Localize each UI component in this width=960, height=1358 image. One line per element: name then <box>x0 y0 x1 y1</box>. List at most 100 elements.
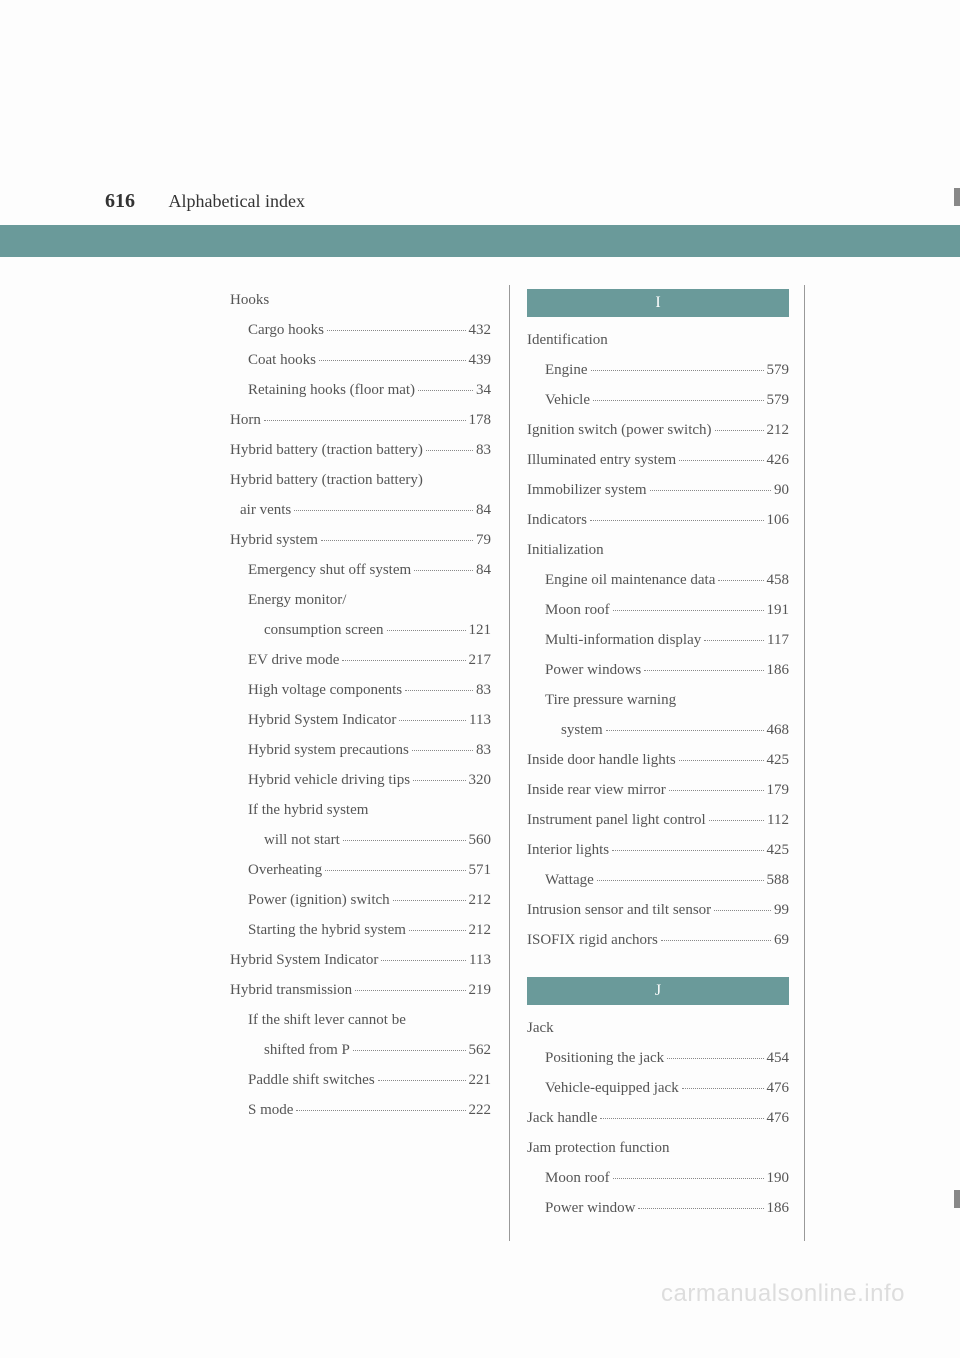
entry-page: 579 <box>767 355 790 385</box>
entry-dots <box>327 330 466 331</box>
index-entry: Hybrid system precautions 83 <box>230 735 491 765</box>
index-entry: Energy monitor/ <box>230 585 491 615</box>
entry-page: 84 <box>476 555 491 585</box>
index-entry: Vehicle-equipped jack476 <box>527 1073 789 1103</box>
index-entry: Jack <box>527 1013 789 1043</box>
entry-page: 560 <box>469 825 492 855</box>
entry-page: 117 <box>767 625 789 655</box>
entry-page: 90 <box>774 475 789 505</box>
entry-page: 179 <box>767 775 790 805</box>
entry-page: 83 <box>476 735 491 765</box>
entry-label: Hybrid system precautions <box>248 735 409 765</box>
entry-label: Hybrid System Indicator <box>248 705 396 735</box>
entry-label: Power windows <box>545 655 641 685</box>
index-entry: Inside door handle lights425 <box>527 745 789 775</box>
entry-page: 178 <box>469 405 492 435</box>
entry-dots <box>393 900 466 901</box>
entry-dots <box>704 640 764 641</box>
index-entry: Jam protection function <box>527 1133 789 1163</box>
entry-dots <box>414 570 473 571</box>
entry-dots <box>296 1110 465 1111</box>
entry-dots <box>600 1118 763 1119</box>
left-column: HooksCargo hooks432Coat hooks439Retainin… <box>220 285 510 1241</box>
page-header: 616 Alphabetical index <box>0 190 960 257</box>
entry-label: Vehicle <box>545 385 590 415</box>
entry-label: Jack <box>527 1013 554 1043</box>
entry-dots <box>353 1050 466 1051</box>
index-entry: EV drive mode 217 <box>230 645 491 675</box>
index-entry: air vents84 <box>230 495 491 525</box>
entry-label: Hybrid system <box>230 525 318 555</box>
index-entry: Hooks <box>230 285 491 315</box>
entry-label: system <box>561 715 603 745</box>
index-entry: Moon roof190 <box>527 1163 789 1193</box>
entry-label: Overheating <box>248 855 322 885</box>
entry-dots <box>294 510 473 511</box>
index-entry: Starting the hybrid system212 <box>230 915 491 945</box>
entry-label: will not start <box>264 825 340 855</box>
index-entry: Immobilizer system90 <box>527 475 789 505</box>
entry-dots <box>638 1208 763 1209</box>
entry-page: 571 <box>469 855 492 885</box>
entry-dots <box>412 750 473 751</box>
entry-dots <box>413 780 465 781</box>
index-entry: Coat hooks439 <box>230 345 491 375</box>
entry-dots <box>644 670 763 671</box>
entry-label: Identification <box>527 325 608 355</box>
index-entry: Hybrid battery (traction battery)83 <box>230 435 491 465</box>
entry-page: 468 <box>767 715 790 745</box>
entry-label: Tire pressure warning <box>545 685 676 715</box>
entry-page: 425 <box>767 835 790 865</box>
entry-label: If the hybrid system <box>248 795 368 825</box>
entry-page: 212 <box>469 885 492 915</box>
entry-dots <box>597 880 764 881</box>
index-entry: shifted from P562 <box>230 1035 491 1065</box>
index-entry: Overheating 571 <box>230 855 491 885</box>
entry-dots <box>679 760 764 761</box>
index-entry: S mode 222 <box>230 1095 491 1125</box>
watermark: carmanualsonline.info <box>661 1280 905 1308</box>
entry-page: 83 <box>476 675 491 705</box>
entry-dots <box>342 660 465 661</box>
index-entry: Jack handle476 <box>527 1103 789 1133</box>
entry-label: Multi-information display <box>545 625 701 655</box>
entry-dots <box>418 390 473 391</box>
entry-page: 426 <box>767 445 790 475</box>
index-entry: Hybrid transmission 219 <box>230 975 491 1005</box>
entry-page: 191 <box>767 595 790 625</box>
entry-dots <box>715 430 764 431</box>
entry-page: 222 <box>469 1095 492 1125</box>
entry-label: Inside rear view mirror <box>527 775 666 805</box>
entry-page: 217 <box>469 645 492 675</box>
entry-label: Retaining hooks (floor mat) <box>248 375 415 405</box>
entry-page: 84 <box>476 495 491 525</box>
entry-label: EV drive mode <box>248 645 339 675</box>
entry-label: Energy monitor/ <box>248 585 346 615</box>
index-entry: Hybrid System Indicator113 <box>230 705 491 735</box>
index-entry: Engine oil maintenance data458 <box>527 565 789 595</box>
entry-label: Power (ignition) switch <box>248 885 390 915</box>
entry-label: Positioning the jack <box>545 1043 664 1073</box>
entry-label: Moon roof <box>545 595 610 625</box>
entry-page: 425 <box>767 745 790 775</box>
entry-page: 83 <box>476 435 491 465</box>
entry-page: 106 <box>767 505 790 535</box>
entry-page: 219 <box>469 975 492 1005</box>
entry-label: Engine <box>545 355 588 385</box>
entry-label: Hybrid System Indicator <box>230 945 378 975</box>
entry-dots <box>343 840 466 841</box>
entry-page: 186 <box>767 1193 790 1223</box>
entry-dots <box>590 520 764 521</box>
entry-label: Hybrid transmission <box>230 975 352 1005</box>
entry-dots <box>591 370 764 371</box>
right-column: IIdentificationEngine579Vehicle579Igniti… <box>515 285 805 1241</box>
entry-page: 190 <box>767 1163 790 1193</box>
entry-label: S mode <box>248 1095 293 1125</box>
index-entry: Ignition switch (power switch)212 <box>527 415 789 445</box>
index-entry: If the shift lever cannot be <box>230 1005 491 1035</box>
entry-label: Jack handle <box>527 1103 597 1133</box>
entry-label: Wattage <box>545 865 594 895</box>
entry-label: Paddle shift switches <box>248 1065 375 1095</box>
index-entry: Tire pressure warning <box>527 685 789 715</box>
entry-label: consumption screen <box>264 615 384 645</box>
